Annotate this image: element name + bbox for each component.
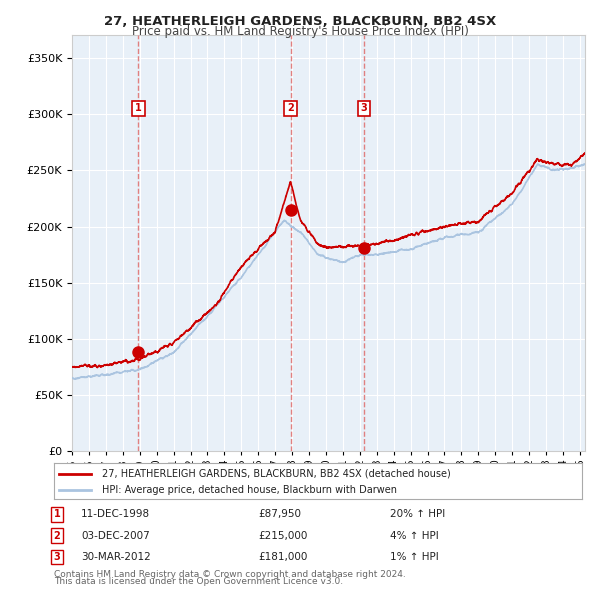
Text: Contains HM Land Registry data © Crown copyright and database right 2024.: Contains HM Land Registry data © Crown c… — [54, 571, 406, 579]
Text: 11-DEC-1998: 11-DEC-1998 — [81, 510, 150, 519]
Text: 30-MAR-2012: 30-MAR-2012 — [81, 552, 151, 562]
Text: 03-DEC-2007: 03-DEC-2007 — [81, 531, 150, 540]
Text: 1: 1 — [53, 510, 61, 519]
Text: This data is licensed under the Open Government Licence v3.0.: This data is licensed under the Open Gov… — [54, 578, 343, 586]
Text: 27, HEATHERLEIGH GARDENS, BLACKBURN, BB2 4SX (detached house): 27, HEATHERLEIGH GARDENS, BLACKBURN, BB2… — [101, 469, 450, 478]
Text: 2: 2 — [53, 531, 61, 540]
Text: 4% ↑ HPI: 4% ↑ HPI — [390, 531, 439, 540]
Text: 27, HEATHERLEIGH GARDENS, BLACKBURN, BB2 4SX: 27, HEATHERLEIGH GARDENS, BLACKBURN, BB2… — [104, 15, 496, 28]
Text: 3: 3 — [53, 552, 61, 562]
Text: 20% ↑ HPI: 20% ↑ HPI — [390, 510, 445, 519]
Text: Price paid vs. HM Land Registry's House Price Index (HPI): Price paid vs. HM Land Registry's House … — [131, 25, 469, 38]
Text: 2: 2 — [287, 103, 294, 113]
Text: 1% ↑ HPI: 1% ↑ HPI — [390, 552, 439, 562]
Text: 1: 1 — [135, 103, 142, 113]
Text: 3: 3 — [361, 103, 367, 113]
Text: £215,000: £215,000 — [258, 531, 307, 540]
Text: £87,950: £87,950 — [258, 510, 301, 519]
Text: HPI: Average price, detached house, Blackburn with Darwen: HPI: Average price, detached house, Blac… — [101, 485, 397, 494]
Text: £181,000: £181,000 — [258, 552, 307, 562]
